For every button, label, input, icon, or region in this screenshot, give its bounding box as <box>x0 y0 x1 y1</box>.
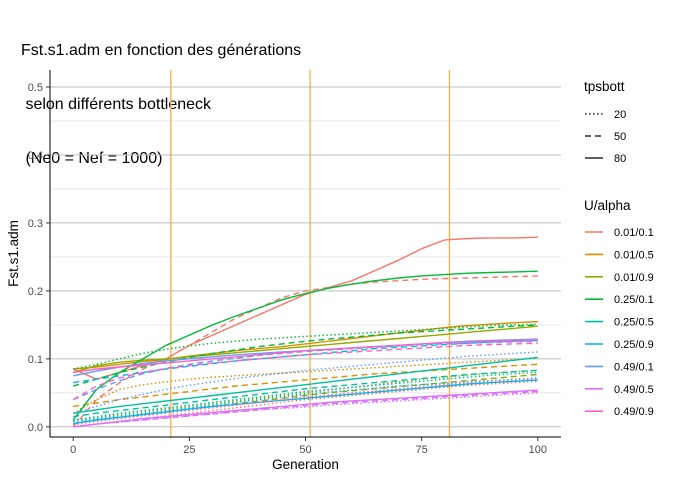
y-tick-label: 0.2 <box>28 286 43 298</box>
series-line <box>73 390 538 428</box>
legend-tpsbott-label: 20 <box>614 109 626 121</box>
y-tick-label: 0.3 <box>28 218 43 230</box>
series-line <box>73 339 538 374</box>
grid-lines <box>50 86 561 428</box>
series-line <box>72 236 538 380</box>
legend-u-alpha-title: U/alpha <box>584 198 631 213</box>
series-line <box>73 351 538 414</box>
series-line <box>73 363 538 408</box>
series-line <box>73 369 538 418</box>
x-tick-label: 50 <box>299 444 311 456</box>
y-axis-ticks: 0.0 0.1 0.2 0.3 0.4 0.5 <box>28 82 50 434</box>
chart-title: Fst.s1.adm en fonction des générations s… <box>21 6 301 186</box>
series-line <box>73 373 538 425</box>
series-line <box>72 340 538 401</box>
series-line <box>73 320 538 370</box>
legend-u-alpha-label: 0.49/0.9 <box>614 406 654 418</box>
series-line <box>73 379 538 425</box>
bottleneck-vertical-lines <box>170 70 451 437</box>
series-line <box>73 324 538 387</box>
series-line <box>72 342 538 401</box>
y-tick-label: 0.4 <box>28 150 43 162</box>
y-tick-label: 0.0 <box>28 422 43 434</box>
x-tick-label: 75 <box>416 444 428 456</box>
legend-tpsbott: tpsbott 20 50 80 <box>584 79 626 165</box>
x-axis-ticks: 0 25 50 75 100 <box>70 437 547 456</box>
series-line <box>73 377 538 426</box>
legend-u-alpha: U/alpha 0.01/0.1 0.01/0.5 0.01/0.9 0.25/0.1 0… <box>584 198 654 418</box>
series-line <box>73 356 538 414</box>
legend-u-alpha-label: 0.49/0.1 <box>614 361 654 373</box>
y-tick-label: 0.1 <box>28 354 43 366</box>
series-line <box>73 377 538 423</box>
legend-u-alpha-label: 0.01/0.1 <box>614 227 654 239</box>
legend-tpsbott-title: tpsbott <box>584 79 625 94</box>
legend-u-alpha-label: 0.01/0.5 <box>614 249 654 261</box>
legend-u-alpha-label: 0.25/0.5 <box>614 317 654 329</box>
x-tick-label: 100 <box>529 444 547 456</box>
y-tick-label: 0.5 <box>28 82 43 94</box>
legend-tpsbott-label: 80 <box>614 153 626 165</box>
series-line <box>73 392 538 428</box>
series-line <box>72 270 538 421</box>
series-lines <box>72 236 538 428</box>
legend-u-alpha-label: 0.01/0.9 <box>614 272 654 284</box>
legend-tpsbott-label: 50 <box>614 131 626 143</box>
x-tick-label: 0 <box>70 444 76 456</box>
series-line <box>73 389 538 428</box>
chart-title-line-1: Fst.s1.adm en fonction des générations <box>21 42 302 59</box>
legend-u-alpha-label: 0.25/0.9 <box>614 339 654 351</box>
chart-title-line-3: (Ne0 = Nef = 1000) <box>21 150 163 167</box>
series-line <box>73 325 538 374</box>
chart-title-line-2: selon différents bottleneck <box>21 96 212 113</box>
legend-u-alpha-label: 0.49/0.5 <box>614 384 654 396</box>
series-line <box>73 380 538 428</box>
y-axis-title: Fst.s1.adm <box>6 220 21 287</box>
x-axis-title: Generation <box>272 457 339 472</box>
series-line <box>73 339 538 384</box>
series-line <box>72 275 538 428</box>
x-tick-label: 25 <box>183 444 195 456</box>
legend-u-alpha-label: 0.25/0.1 <box>614 294 654 306</box>
